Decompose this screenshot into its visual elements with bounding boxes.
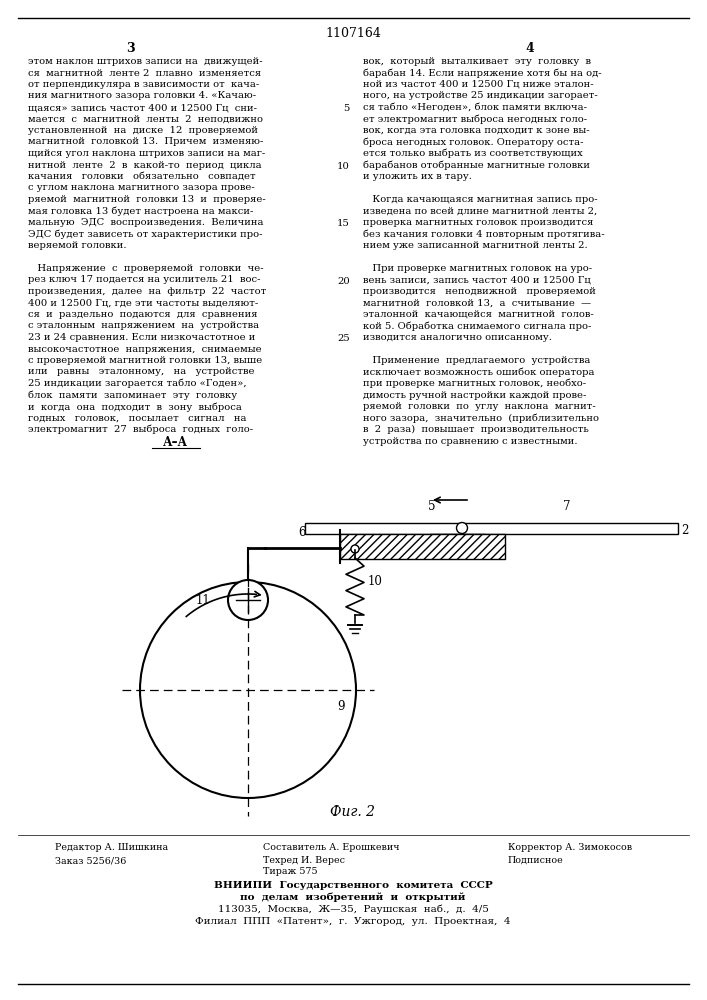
Text: броса негодных головок. Оператору оста-: броса негодных головок. Оператору оста- [363,137,583,147]
Text: электромагнит  27  выброса  годных  голо-: электромагнит 27 выброса годных голо- [28,425,253,434]
Text: ся  магнитной  ленте 2  плавно  изменяется: ся магнитной ленте 2 плавно изменяется [28,68,261,78]
Circle shape [351,545,359,553]
Text: с эталонным  напряжением  на  устройства: с эталонным напряжением на устройства [28,322,259,330]
Text: изводится аналогично описанному.: изводится аналогично описанному. [363,333,552,342]
Text: ВНИИПИ  Государственного  комитета  СССР: ВНИИПИ Государственного комитета СССР [214,881,492,890]
Text: и  когда  она  подходит  в  зону  выброса: и когда она подходит в зону выброса [28,402,242,412]
Text: 25: 25 [337,334,350,343]
Text: Филиал  ППП  «Патент»,  г.  Ужгород,  ул.  Проектная,  4: Филиал ППП «Патент», г. Ужгород, ул. Про… [195,917,510,926]
Text: магнитной  головкой 13.  Причем  изменяю-: магнитной головкой 13. Причем изменяю- [28,137,264,146]
Text: или   равны   эталонному,   на   устройстве: или равны эталонному, на устройстве [28,367,255,376]
Text: магнитной  головкой 13,  а  считывание  —: магнитной головкой 13, а считывание — [363,298,591,308]
Text: высокочастотное  напряжения,  снимаемые: высокочастотное напряжения, снимаемые [28,344,262,354]
Text: 9: 9 [337,700,344,713]
Text: 20: 20 [337,277,350,286]
Text: исключает возможность ошибок оператора: исключает возможность ошибок оператора [363,367,595,377]
Bar [340,534,505,559]
Text: Фиг. 2: Фиг. 2 [330,805,375,819]
Text: Когда качающаяся магнитная запись про-: Когда качающаяся магнитная запись про- [363,195,597,204]
Text: установленной  на  диске  12  проверяемой: установленной на диске 12 проверяемой [28,126,258,135]
Text: Техред И. Верес: Техред И. Верес [263,856,345,865]
Bar [430,534,485,550]
Text: мальную  ЭДС  воспроизведения.  Величина: мальную ЭДС воспроизведения. Величина [28,218,264,227]
Text: вок, когда эта головка подходит к зоне вы-: вок, когда эта головка подходит к зоне в… [363,126,590,135]
Text: 15: 15 [337,219,350,228]
Text: ряемой  магнитной  головки 13  и  проверяе-: ряемой магнитной головки 13 и проверяе- [28,195,266,204]
Text: 25 индикации загорается табло «Годен»,: 25 индикации загорается табло «Годен», [28,379,247,388]
Text: ся табло «Негоден», блок памяти включа-: ся табло «Негоден», блок памяти включа- [363,103,587,112]
Text: и уложить их в тару.: и уложить их в тару. [363,172,472,181]
Text: веряемой головки.: веряемой головки. [28,241,127,250]
Text: 6: 6 [298,526,305,539]
Text: этом наклон штрихов записи на  движущей-: этом наклон штрихов записи на движущей- [28,57,262,66]
Text: устройства по сравнению с известными.: устройства по сравнению с известными. [363,436,578,446]
Text: рез ключ 17 подается на усилитель 21  вос-: рез ключ 17 подается на усилитель 21 вос… [28,275,260,284]
Text: ного зазора,  значительно  (приблизительно: ного зазора, значительно (приблизительно [363,414,599,423]
Text: качания   головки   обязательно   совпадет: качания головки обязательно совпадет [28,172,256,181]
Text: нитной  ленте  2  в  какой-то  период  цикла: нитной ленте 2 в какой-то период цикла [28,160,262,169]
Text: Тираж 575: Тираж 575 [263,867,317,876]
Text: 4: 4 [525,42,534,55]
Text: в  2  раза)  повышает  производительность: в 2 раза) повышает производительность [363,425,589,434]
Text: ся  и  раздельно  подаются  для  сравнения: ся и раздельно подаются для сравнения [28,310,257,319]
Text: мается  с  магнитной  ленты  2  неподвижно: мается с магнитной ленты 2 неподвижно [28,114,263,123]
Text: эталонной  качающейся  магнитной  голов-: эталонной качающейся магнитной голов- [363,310,594,319]
Text: ной из частот 400 и 12500 Гц ниже эталон-: ной из частот 400 и 12500 Гц ниже эталон… [363,80,594,89]
Text: ет электромагнит выброса негодных голо-: ет электромагнит выброса негодных голо- [363,114,587,124]
Text: вок,  который  выталкивает  эту  головку  в: вок, который выталкивает эту головку в [363,57,591,66]
Text: 10: 10 [368,575,383,588]
Circle shape [457,522,467,534]
Bar [305,523,678,534]
Text: Подписное: Подписное [508,856,563,865]
Text: кой 5. Обработка снимаемого сигнала про-: кой 5. Обработка снимаемого сигнала про- [363,322,591,331]
Text: Напряжение  с  проверяемой  головки  че-: Напряжение с проверяемой головки че- [28,264,264,273]
Text: без качания головки 4 повторным протягива-: без качания головки 4 повторным протягив… [363,230,604,239]
Text: произведения,  далее  на  фильтр  22  частот: произведения, далее на фильтр 22 частот [28,287,267,296]
Text: мая головка 13 будет настроена на макси-: мая головка 13 будет настроена на макси- [28,207,253,216]
Text: при проверке магнитных головок, необхо-: при проверке магнитных головок, необхо- [363,379,586,388]
Text: 5: 5 [344,104,350,113]
Text: А–А: А–А [163,436,187,450]
Text: димость ручной настройки каждой прове-: димость ручной настройки каждой прове- [363,390,586,399]
Text: 3: 3 [126,42,134,55]
Text: При проверке магнитных головок на уро-: При проверке магнитных головок на уро- [363,264,592,273]
Text: 113035,  Москва,  Ж—35,  Раушская  наб.,  д.  4/5: 113035, Москва, Ж—35, Раушская наб., д. … [218,905,489,914]
Text: с проверяемой магнитной головки 13, выше: с проверяемой магнитной головки 13, выше [28,356,262,365]
Text: по  делам  изобретений  и  открытий: по делам изобретений и открытий [240,893,466,902]
Text: с углом наклона магнитного зазора прове-: с углом наклона магнитного зазора прове- [28,184,255,192]
Text: Составитель А. Ерошкевич: Составитель А. Ерошкевич [263,843,399,852]
Text: вень записи, запись частот 400 и 12500 Гц: вень записи, запись частот 400 и 12500 Г… [363,275,591,284]
Text: от перпендикуляра в зависимости от  кача-: от перпендикуляра в зависимости от кача- [28,80,259,89]
Text: ЭДС будет зависеть от характеристики про-: ЭДС будет зависеть от характеристики про… [28,230,262,239]
Text: блок  памяти  запоминает  эту  головку: блок памяти запоминает эту головку [28,390,237,400]
Text: 1107164: 1107164 [325,27,381,40]
Text: ния магнитного зазора головки 4. «Качаю-: ния магнитного зазора головки 4. «Качаю- [28,92,256,101]
Text: щийся угол наклона штрихов записи на маг-: щийся угол наклона штрихов записи на маг… [28,149,265,158]
Text: барабанов отобранные магнитные головки: барабанов отобранные магнитные головки [363,160,590,170]
Circle shape [228,580,268,620]
Text: проверка магнитных головок производится: проверка магнитных головок производится [363,218,593,227]
Text: ного, на устройстве 25 индикации загорает-: ного, на устройстве 25 индикации загорае… [363,92,597,101]
Text: Заказ 5256/36: Заказ 5256/36 [55,856,127,865]
Text: производится   неподвижной   проверяемой: производится неподвижной проверяемой [363,287,596,296]
Text: Корректор А. Зимокосов: Корректор А. Зимокосов [508,843,632,852]
Text: 10: 10 [337,162,350,171]
Text: годных   головок,   посылает   сигнал   на: годных головок, посылает сигнал на [28,414,247,422]
Text: нием уже записанной магнитной ленты 2.: нием уже записанной магнитной ленты 2. [363,241,588,250]
Text: 23 и 24 сравнения. Если низкочастотное и: 23 и 24 сравнения. Если низкочастотное и [28,333,255,342]
Text: ется только выбрать из соответствующих: ется только выбрать из соответствующих [363,149,583,158]
Text: барабан 14. Если напряжение хотя бы на од-: барабан 14. Если напряжение хотя бы на о… [363,68,602,78]
Text: 2: 2 [681,524,689,537]
Text: изведена по всей длине магнитной ленты 2,: изведена по всей длине магнитной ленты 2… [363,207,597,216]
Text: ряемой  головки  по  углу  наклона  магнит-: ряемой головки по углу наклона магнит- [363,402,596,411]
Text: Применение  предлагаемого  устройства: Применение предлагаемого устройства [363,356,590,365]
Text: 400 и 12500 Гц, где эти частоты выделяют-: 400 и 12500 Гц, где эти частоты выделяют… [28,298,258,308]
Text: щаяся» запись частот 400 и 12500 Гц  сни-: щаяся» запись частот 400 и 12500 Гц сни- [28,103,257,112]
Text: 7: 7 [563,500,571,513]
Text: Редактор А. Шишкина: Редактор А. Шишкина [55,843,168,852]
Text: 11: 11 [196,594,211,607]
Text: 5: 5 [428,500,436,513]
